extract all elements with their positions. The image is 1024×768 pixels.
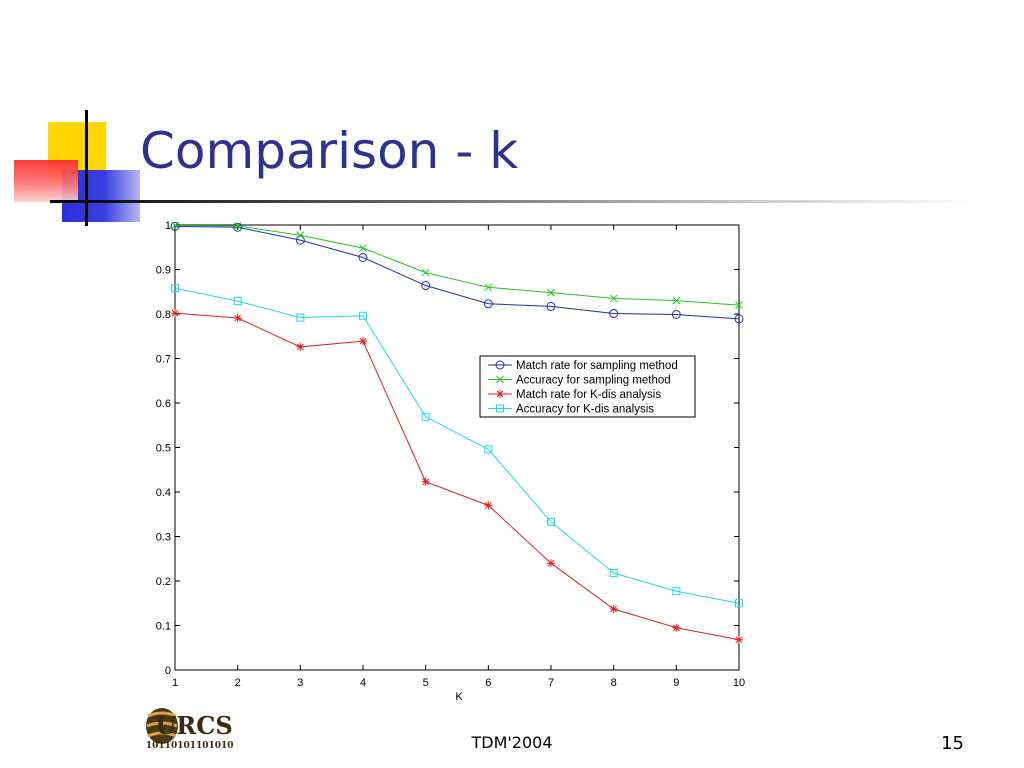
data-point-star (609, 605, 618, 614)
data-point-star (296, 342, 305, 351)
data-point-star (496, 390, 504, 398)
series-line (174, 287, 740, 604)
data-point-x (233, 222, 242, 230)
data-point-x (496, 375, 504, 384)
data-point-square (296, 313, 305, 322)
legend-label: Match rate for sampling method (516, 360, 678, 372)
series-line (174, 225, 740, 320)
y-tick-label: 1 (165, 220, 171, 232)
data-point-star (171, 309, 179, 318)
x-tick-label: 5 (423, 677, 429, 689)
slide-title: Comparison - k (140, 122, 519, 180)
plot-frame (174, 224, 740, 671)
legend-label: Match rate for K-dis analysis (516, 389, 661, 401)
data-point-star (672, 623, 681, 632)
data-point-circle (495, 360, 505, 370)
x-tick-label: 10 (733, 677, 745, 689)
data-point-star (421, 477, 430, 486)
data-point-x (735, 301, 743, 309)
x-tick-label: 8 (611, 677, 617, 689)
data-point-x (609, 294, 618, 303)
title-rule (50, 200, 974, 203)
line-chart: 0 0.1 0.2 0.3 0.4 0.5 0.6 0.7 0.8 0.9 1 1 2 3 4 5 6 7 8 9 10… (156, 220, 745, 702)
y-tick-label: 0.1 (156, 621, 171, 633)
data-point-square (496, 404, 504, 413)
legend-entry: Accuracy for sampling method (488, 375, 671, 387)
data-point-star (233, 314, 242, 323)
series-line (174, 312, 740, 641)
y-tick-label: 0.8 (156, 309, 171, 321)
legend-label: Accuracy for sampling method (516, 375, 671, 387)
data-point-square (735, 599, 743, 608)
data-point-star (547, 559, 555, 568)
y-tick-label: 0.6 (156, 398, 171, 410)
data-point-star (735, 635, 743, 644)
data-point-circle (671, 309, 681, 319)
chart-legend: Match rate for sampling method Accuracy f… (479, 355, 696, 418)
y-tick-label: 0.9 (156, 265, 171, 277)
footer-text: TDM'2004 (471, 733, 553, 752)
legend-entry: Match rate for K-dis analysis (488, 389, 661, 401)
data-point-star (484, 501, 493, 510)
legend-entry: Match rate for sampling method (488, 360, 678, 372)
urcs-logo: URCS 1011010110101010 (146, 708, 234, 751)
data-point-square (359, 311, 367, 320)
data-point-x (672, 296, 681, 305)
data-point-circle (295, 235, 305, 245)
data-point-square (672, 587, 681, 596)
series-layer (170, 221, 744, 644)
logo-globe-icon (146, 708, 178, 744)
data-point-square (421, 412, 430, 421)
page-number: 15 (941, 733, 964, 754)
series-1 (170, 221, 744, 324)
y-tick-label: 0.4 (156, 487, 171, 499)
data-point-circle (170, 221, 180, 231)
data-point-circle (546, 301, 556, 311)
data-point-square (171, 284, 179, 293)
data-point-circle (421, 281, 431, 291)
data-point-square (484, 445, 493, 454)
y-tick-label: 0 (165, 665, 171, 677)
data-point-star (359, 337, 367, 346)
data-point-circle (233, 222, 243, 232)
data-point-x (484, 283, 493, 292)
legend-entry: Accuracy for K-dis analysis (488, 404, 654, 416)
x-tick-label: 4 (360, 677, 366, 689)
data-point-square (233, 297, 242, 306)
data-point-x (359, 244, 367, 252)
x-tick-label: 2 (235, 677, 241, 689)
axis-ticks: 0 0.1 0.2 0.3 0.4 0.5 0.6 0.7 0.8 0.9 1 1 2 3 4 5 6 7 8 9 10 (156, 220, 745, 689)
data-point-circle (483, 299, 493, 309)
series-3 (171, 309, 743, 644)
x-tick-label: 7 (548, 677, 554, 689)
data-point-square (547, 517, 555, 526)
data-point-square (609, 568, 618, 577)
x-tick-label: 3 (297, 677, 303, 689)
data-point-x (296, 231, 305, 240)
data-point-circle (734, 314, 744, 324)
data-point-circle (609, 309, 619, 319)
data-point-circle (358, 252, 368, 262)
series-4 (171, 284, 743, 608)
x-axis-label: K (455, 691, 463, 702)
y-tick-label: 0.3 (156, 532, 171, 544)
y-tick-label: 0.7 (156, 354, 171, 366)
y-tick-label: 0.2 (156, 576, 171, 588)
decor-vertical-line (85, 110, 88, 226)
series-line (174, 224, 740, 306)
data-point-x (547, 288, 555, 297)
x-tick-label: 6 (485, 677, 491, 689)
decor-red-block (14, 160, 78, 202)
data-point-x (171, 221, 179, 230)
x-tick-label: 9 (673, 677, 679, 689)
logo-text: URCS (155, 711, 232, 740)
data-point-x (421, 268, 430, 277)
legend-box (479, 355, 696, 418)
series-2 (171, 221, 743, 309)
y-tick-label: 0.5 (156, 443, 171, 455)
logo-binary: 1011010110101010 (146, 741, 234, 751)
legend-label: Accuracy for K-dis analysis (516, 404, 654, 416)
x-tick-label: 1 (172, 677, 178, 689)
